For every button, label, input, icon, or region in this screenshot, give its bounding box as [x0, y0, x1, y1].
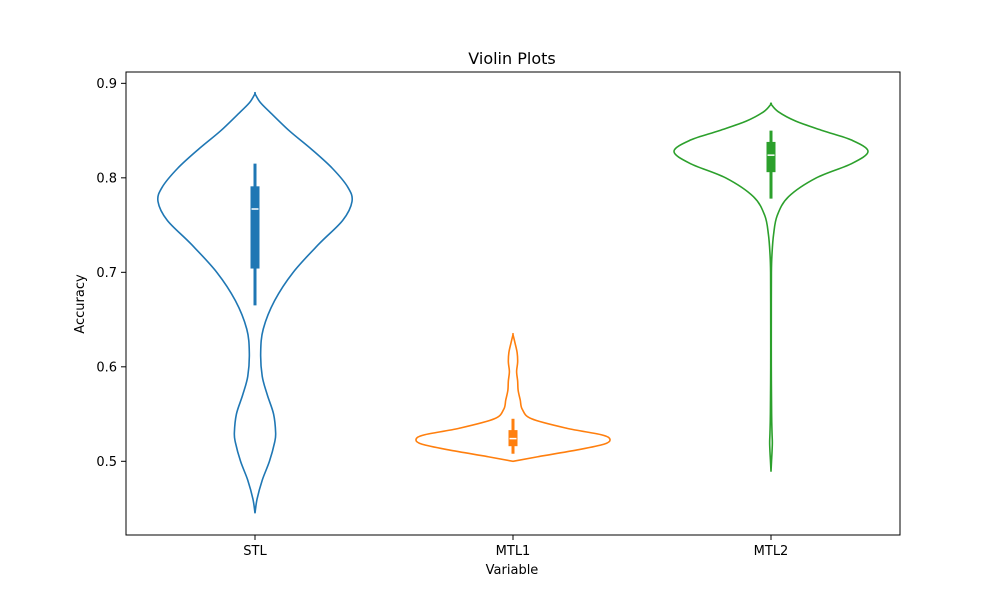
y-axis-label: Accuracy: [73, 274, 88, 334]
y-tick-label: 0.6: [96, 360, 117, 375]
violin-stl: [156, 91, 354, 514]
iqr-box-stl: [250, 186, 260, 269]
violins-group: [156, 91, 869, 514]
y-tick-label: 0.8: [96, 171, 117, 186]
violin-mtl2: [673, 102, 869, 472]
x-axis-label: Variable: [486, 563, 539, 578]
y-tick-label: 0.5: [96, 455, 117, 470]
chart-title: Violin Plots: [468, 49, 555, 68]
violin-mtl1: [415, 332, 611, 463]
y-tick-label: 0.9: [96, 77, 117, 92]
y-tick-label: 0.7: [96, 266, 117, 281]
plot-frame: [125, 71, 901, 536]
iqr-box-mtl2: [766, 141, 776, 173]
x-tick-label: STL: [243, 544, 267, 559]
x-axis: STL MTL1 MTL2: [243, 535, 788, 559]
y-axis: 0.5 0.6 0.7 0.8 0.9: [96, 77, 126, 470]
x-tick-label: MTL1: [496, 544, 531, 559]
x-tick-label: MTL2: [754, 544, 789, 559]
